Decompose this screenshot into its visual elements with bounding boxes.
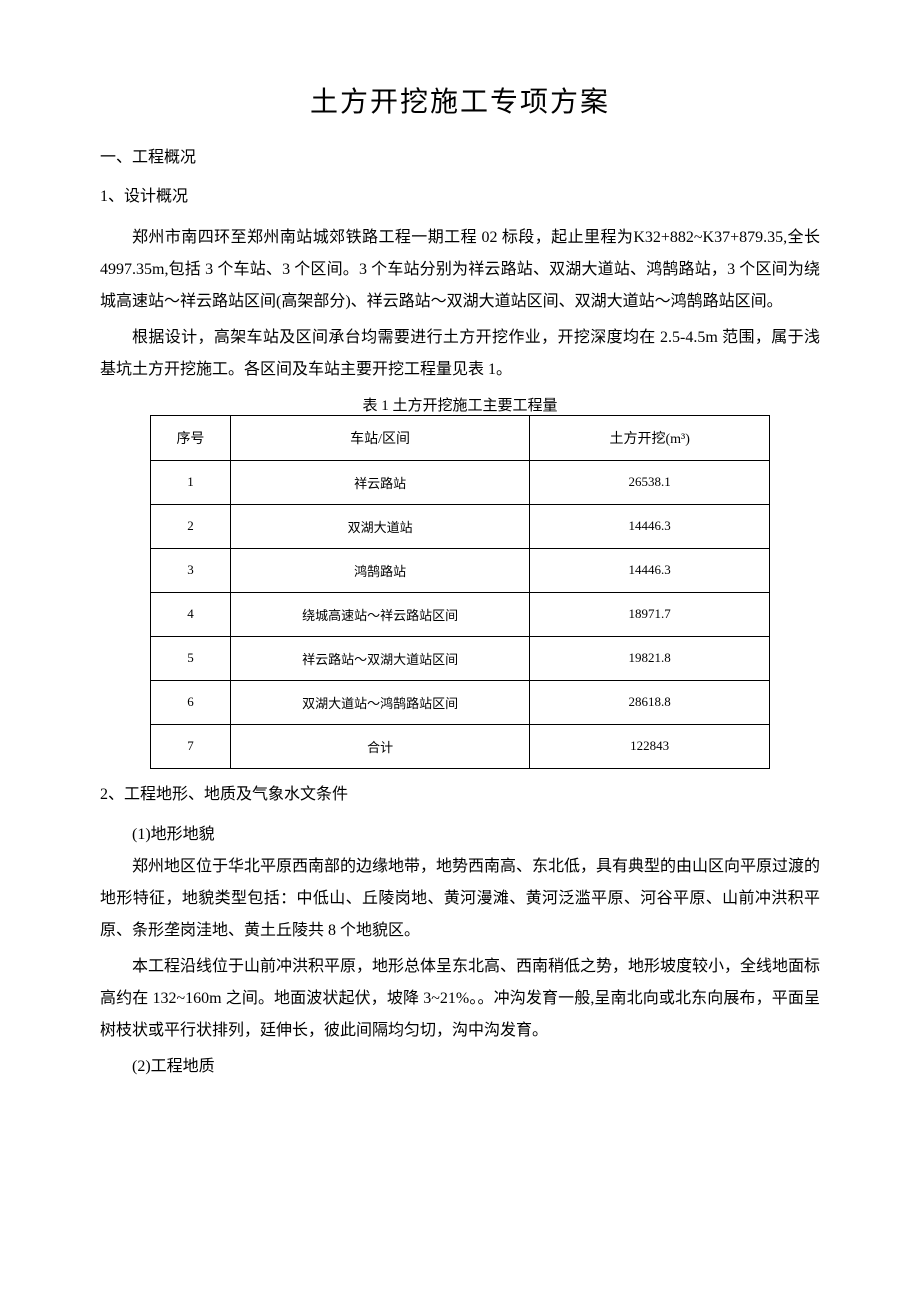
- cell-seq: 3: [151, 548, 231, 592]
- table-row: 4绕城高速站～祥云路站区间18971.7: [151, 592, 770, 636]
- paragraph-1: 郑州市南四环至郑州南站城郊铁路工程一期工程 02 标段，起止里程为K32+882…: [100, 222, 820, 318]
- cell-seq: 6: [151, 680, 231, 724]
- cell-seq: 4: [151, 592, 231, 636]
- table-row: 6双湖大道站～鸿鹄路站区间28618.8: [151, 680, 770, 724]
- cell-value: 14446.3: [530, 504, 770, 548]
- cell-name: 鸿鹄路站: [230, 548, 529, 592]
- cell-seq: 2: [151, 504, 231, 548]
- cell-value: 26538.1: [530, 460, 770, 504]
- cell-name: 双湖大道站: [230, 504, 529, 548]
- paragraph-2: 根据设计，高架车站及区间承台均需要进行土方开挖作业，开挖深度均在 2.5-4.5…: [100, 322, 820, 386]
- table-row: 7合计122843: [151, 724, 770, 768]
- sub-1-heading: 1、设计概况: [100, 183, 820, 212]
- cell-name: 祥云路站: [230, 460, 529, 504]
- document-title: 土方开挖施工专项方案: [100, 80, 820, 120]
- cell-name: 合计: [230, 724, 529, 768]
- cell-value: 14446.3: [530, 548, 770, 592]
- cell-name: 绕城高速站～祥云路站区间: [230, 592, 529, 636]
- sub-2-heading: 2、工程地形、地质及气象水文条件: [100, 781, 820, 810]
- table-row: 3鸿鹄路站14446.3: [151, 548, 770, 592]
- cell-name: 祥云路站～双湖大道站区间: [230, 636, 529, 680]
- cell-value: 19821.8: [530, 636, 770, 680]
- header-name: 车站/区间: [230, 415, 529, 460]
- table-caption: 表 1 土方开挖施工主要工程量: [100, 394, 820, 415]
- table-header-row: 序号 车站/区间 土方开挖(m³): [151, 415, 770, 460]
- header-value: 土方开挖(m³): [530, 415, 770, 460]
- cell-seq: 1: [151, 460, 231, 504]
- paragraph-3: 郑州地区位于华北平原西南部的边缘地带，地势西南高、东北低，具有典型的由山区向平原…: [100, 851, 820, 947]
- excavation-table: 序号 车站/区间 土方开挖(m³) 1祥云路站26538.12双湖大道站1444…: [150, 415, 770, 769]
- cell-value: 122843: [530, 724, 770, 768]
- cell-value: 28618.8: [530, 680, 770, 724]
- cell-seq: 5: [151, 636, 231, 680]
- table-row: 1祥云路站26538.1: [151, 460, 770, 504]
- table-row: 5祥云路站～双湖大道站区间19821.8: [151, 636, 770, 680]
- paragraph-4: 本工程沿线位于山前冲洪积平原，地形总体呈东北高、西南稍低之势，地形坡度较小，全线…: [100, 951, 820, 1047]
- section-1-heading: 一、工程概况: [100, 144, 820, 173]
- header-seq: 序号: [151, 415, 231, 460]
- table-row: 2双湖大道站14446.3: [151, 504, 770, 548]
- cell-seq: 7: [151, 724, 231, 768]
- item-1-label: (1)地形地貌: [100, 819, 820, 851]
- cell-value: 18971.7: [530, 592, 770, 636]
- item-2-label: (2)工程地质: [100, 1051, 820, 1083]
- cell-name: 双湖大道站～鸿鹄路站区间: [230, 680, 529, 724]
